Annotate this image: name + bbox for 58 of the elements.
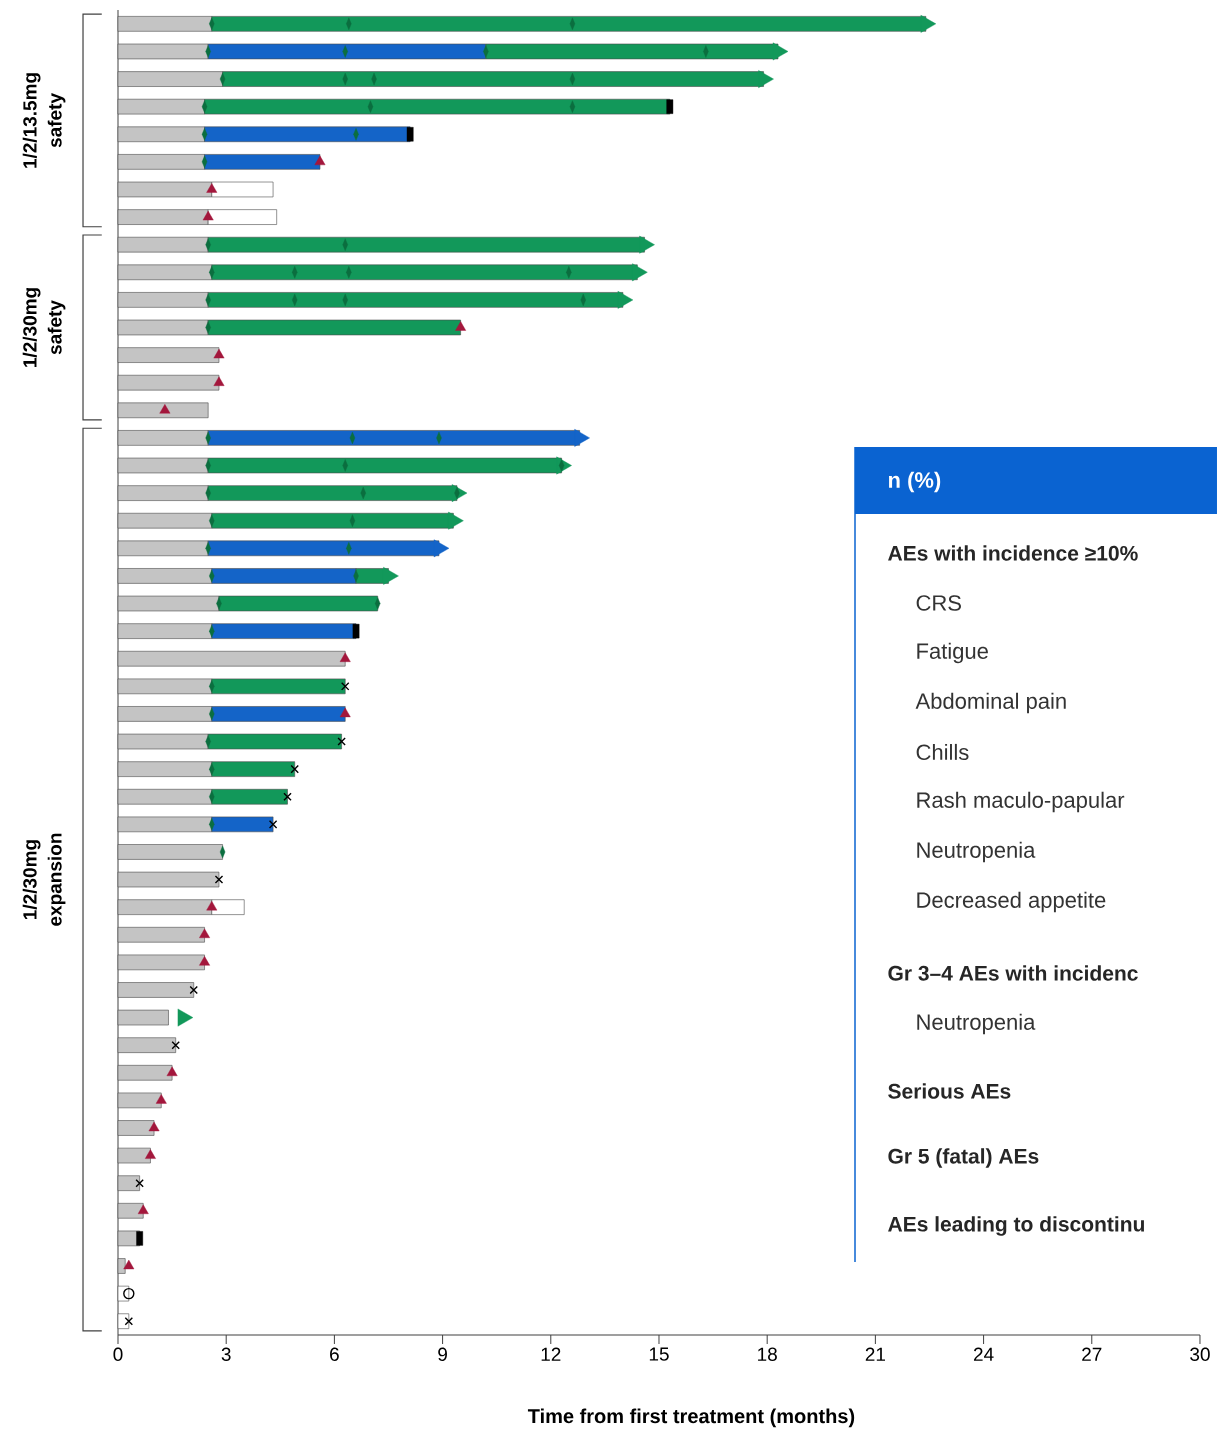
annotation: Rash maculo-papular bbox=[917, 791, 1125, 813]
x-tick-label: 9 bbox=[438, 1347, 447, 1361]
point bbox=[189, 985, 198, 995]
point bbox=[268, 820, 278, 829]
point bbox=[339, 707, 351, 718]
point bbox=[199, 928, 210, 938]
annotation: Gr 5 (fatal) AEs bbox=[888, 1148, 1039, 1168]
point bbox=[148, 1121, 160, 1132]
point bbox=[214, 875, 224, 884]
annotation: Abdominal pain bbox=[915, 692, 1066, 714]
annotation: Chills bbox=[916, 743, 969, 761]
point bbox=[159, 404, 171, 414]
point bbox=[290, 764, 299, 774]
point bbox=[145, 1149, 156, 1159]
point bbox=[340, 682, 350, 691]
text: 1/2/13.5mg safety bbox=[22, 73, 66, 168]
x-axis-title: Time from first treatment (months) bbox=[527, 1408, 855, 1428]
x-tick-label: 27 bbox=[1082, 1347, 1102, 1361]
annotation: Decreased appetite bbox=[917, 891, 1106, 913]
text: 1/2/30mg expansion bbox=[22, 833, 66, 926]
point bbox=[199, 956, 210, 966]
x-tick-label: 24 bbox=[973, 1347, 994, 1361]
annotation: Neutropenia bbox=[917, 1013, 1036, 1035]
x-tick-label: 3 bbox=[221, 1347, 231, 1361]
annotation: Serious AEs bbox=[888, 1083, 1011, 1099]
x-tick-label: 6 bbox=[330, 1347, 339, 1361]
point bbox=[202, 210, 214, 221]
point bbox=[166, 1066, 178, 1076]
point bbox=[337, 737, 346, 746]
text: 1/2/30mg safety bbox=[22, 288, 66, 367]
annotation: Gr 3–4 AEs with incidenc bbox=[888, 965, 1138, 981]
point bbox=[455, 321, 467, 331]
point bbox=[124, 1316, 134, 1326]
x-tick-label: 0 bbox=[113, 1347, 123, 1361]
point bbox=[206, 900, 218, 911]
text: n (%) bbox=[888, 471, 941, 493]
point bbox=[137, 1204, 149, 1214]
x-tick-label: 15 bbox=[649, 1347, 669, 1361]
point bbox=[123, 1287, 135, 1300]
x-tick-label: 18 bbox=[758, 1347, 777, 1361]
point bbox=[213, 376, 225, 386]
x-tick-label: 30 bbox=[1190, 1347, 1210, 1361]
point bbox=[171, 1040, 180, 1050]
annotation: Neutropenia bbox=[917, 841, 1036, 863]
point bbox=[155, 1094, 167, 1104]
point bbox=[283, 792, 292, 801]
point bbox=[314, 155, 326, 166]
point bbox=[206, 183, 218, 193]
annotation: AEs leading to discontinu bbox=[888, 1216, 1145, 1236]
annotation: AEs with incidence ≥10% bbox=[888, 545, 1138, 561]
x-tick-label: 21 bbox=[865, 1347, 886, 1361]
point bbox=[135, 1178, 144, 1188]
point bbox=[123, 1259, 135, 1270]
point bbox=[213, 348, 225, 359]
x-tick-label: 12 bbox=[541, 1347, 561, 1361]
annotation: CRS bbox=[916, 595, 961, 611]
annotation: Fatigue bbox=[917, 642, 988, 664]
point bbox=[339, 652, 351, 662]
